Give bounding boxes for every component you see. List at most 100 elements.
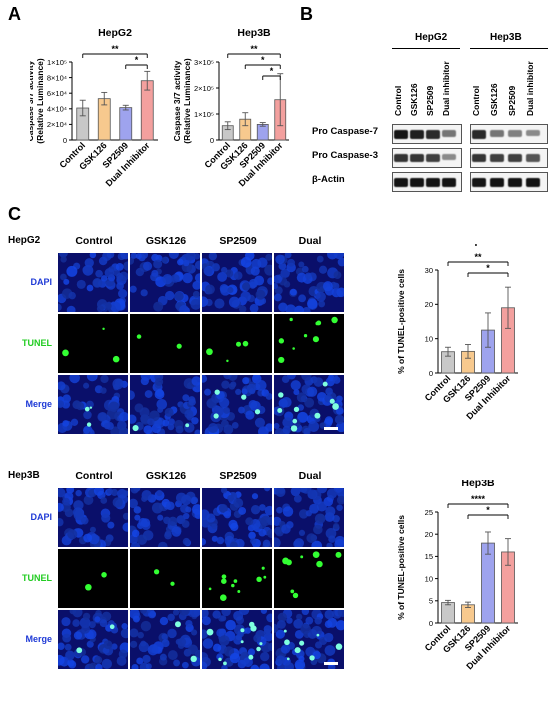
nucleus bbox=[311, 540, 323, 547]
micro-image-merge bbox=[130, 610, 200, 669]
nucleus bbox=[133, 506, 142, 514]
nucleus bbox=[336, 488, 344, 498]
wb-band bbox=[442, 154, 456, 161]
tunel-signal bbox=[309, 655, 315, 661]
nucleus bbox=[301, 265, 309, 273]
tunel-signal bbox=[292, 592, 299, 599]
nucleus bbox=[167, 418, 175, 426]
nucleus bbox=[65, 650, 75, 661]
nucleus bbox=[58, 400, 65, 409]
nucleus bbox=[107, 521, 115, 529]
wb-lane-label: Dual inhibitor bbox=[525, 61, 535, 116]
nucleus bbox=[238, 406, 245, 414]
nucleus bbox=[143, 261, 153, 271]
nucleus bbox=[332, 376, 341, 384]
nucleus bbox=[284, 662, 295, 669]
nucleus bbox=[140, 620, 152, 632]
nucleus bbox=[181, 520, 190, 528]
nucleus bbox=[274, 274, 283, 284]
micro-background bbox=[130, 314, 200, 373]
micro-image-dapi bbox=[130, 488, 200, 547]
tunel-signal bbox=[89, 406, 93, 409]
nucleus bbox=[116, 272, 124, 281]
nucleus bbox=[276, 619, 286, 629]
nucleus bbox=[70, 418, 79, 426]
micro-background bbox=[274, 314, 344, 373]
wb-lane-label: SP2509 bbox=[425, 85, 435, 116]
nucleus bbox=[89, 375, 97, 381]
nucleus bbox=[174, 291, 184, 301]
nucleus bbox=[217, 271, 228, 282]
nucleus bbox=[276, 506, 283, 514]
nucleus bbox=[62, 420, 70, 427]
nucleus bbox=[242, 377, 250, 385]
nucleus bbox=[282, 417, 293, 428]
nucleus bbox=[104, 267, 115, 278]
nucleus bbox=[337, 257, 344, 267]
tunel-signal bbox=[206, 628, 214, 636]
nucleus bbox=[177, 637, 187, 647]
nucleus bbox=[60, 256, 67, 263]
nucleus bbox=[106, 253, 115, 259]
tunel-signal bbox=[240, 640, 244, 644]
nucleus bbox=[238, 507, 247, 515]
nucleus bbox=[333, 253, 344, 260]
nucleus bbox=[69, 610, 77, 615]
nucleus bbox=[190, 496, 199, 504]
nucleus bbox=[247, 648, 256, 656]
nucleus bbox=[157, 514, 164, 521]
tunel-signal bbox=[221, 574, 227, 579]
nucleus bbox=[185, 619, 193, 628]
nucleus bbox=[95, 269, 103, 278]
nucleus bbox=[118, 649, 128, 659]
nucleus bbox=[227, 494, 234, 502]
caspase-hepg2-chart: HepG2 Caspase 3/7 activity (Relative Lumin… bbox=[30, 27, 158, 188]
nucleus bbox=[164, 407, 174, 417]
tunel-signal bbox=[316, 320, 322, 326]
nucleus bbox=[76, 279, 86, 289]
micro-image-tunel bbox=[274, 314, 344, 373]
nucleus bbox=[255, 289, 266, 300]
wb-lane-label: GSK126 bbox=[489, 83, 499, 116]
nucleus bbox=[89, 253, 97, 259]
nucleus bbox=[162, 419, 170, 427]
nucleus bbox=[80, 516, 89, 525]
nucleus bbox=[267, 642, 272, 651]
nucleus bbox=[220, 488, 228, 494]
wb-lane-label: SP2509 bbox=[507, 85, 517, 116]
nucleus bbox=[221, 610, 231, 617]
tunel-signal bbox=[132, 424, 139, 432]
nucleus bbox=[228, 296, 240, 308]
y-tick-label: 3×10⁵ bbox=[194, 58, 214, 67]
y-tick-label: 0 bbox=[429, 619, 433, 628]
tunel-signal bbox=[261, 566, 265, 570]
nucleus bbox=[276, 255, 283, 262]
nucleus bbox=[179, 304, 189, 312]
nucleus bbox=[163, 516, 171, 525]
y-tick-label: 5 bbox=[429, 597, 433, 606]
y-tick-label: 2×10⁴ bbox=[47, 120, 67, 129]
wb-band bbox=[472, 130, 486, 139]
nucleus bbox=[131, 663, 139, 669]
nucleus bbox=[58, 303, 62, 312]
nucleus bbox=[82, 265, 91, 274]
nucleus bbox=[62, 394, 71, 403]
nucleus bbox=[130, 628, 139, 638]
wb-membrane bbox=[470, 124, 548, 144]
nucleus bbox=[208, 422, 219, 434]
nucleus bbox=[58, 488, 66, 498]
nucleus bbox=[324, 416, 334, 425]
nucleus bbox=[101, 611, 112, 622]
nucleus bbox=[155, 377, 164, 386]
tunel-signal bbox=[84, 406, 90, 412]
nucleus bbox=[326, 542, 333, 547]
nucleus bbox=[223, 406, 231, 414]
nucleus bbox=[168, 253, 179, 259]
nucleus bbox=[121, 623, 128, 630]
nucleus bbox=[298, 509, 309, 519]
nucleus bbox=[212, 643, 222, 652]
wb-band bbox=[410, 178, 424, 187]
tunel-signal bbox=[256, 646, 261, 652]
nucleus bbox=[66, 305, 76, 312]
nucleus bbox=[115, 262, 124, 271]
